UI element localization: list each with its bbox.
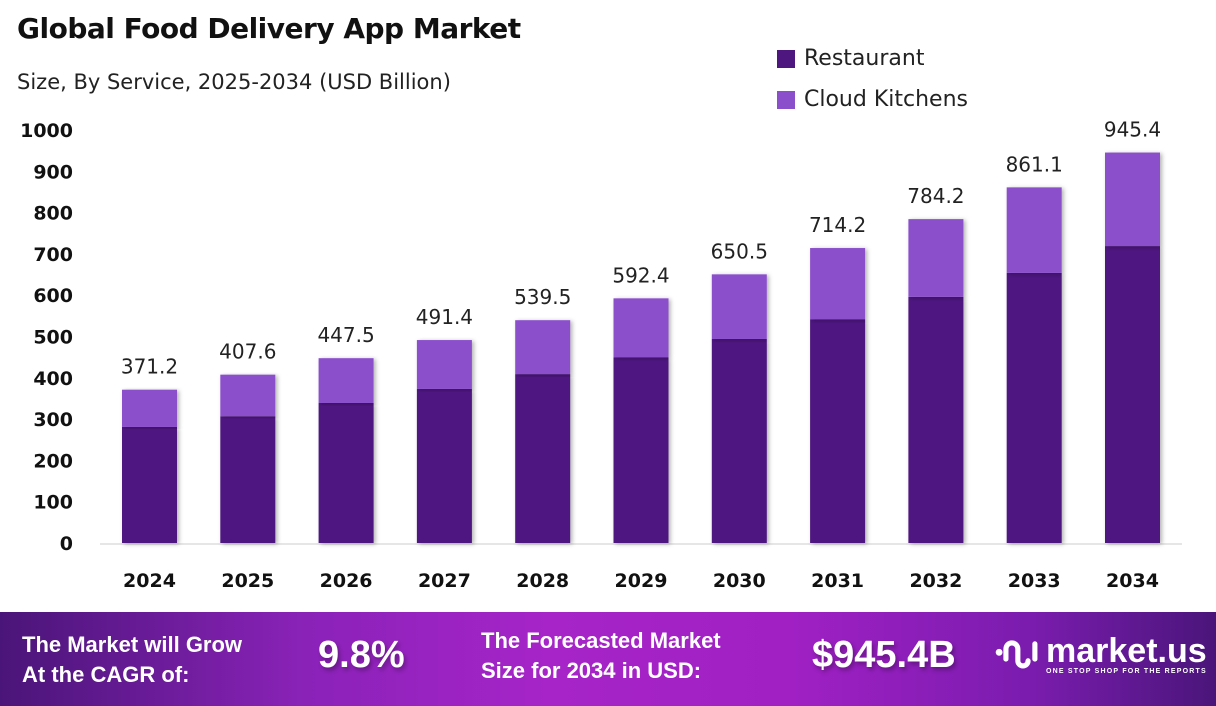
total-label-2026: 447.5 xyxy=(317,323,374,347)
bar-restaurant-2027 xyxy=(416,388,472,543)
footer-banner: The Market will Grow At the CAGR of: 9.8… xyxy=(0,612,1216,706)
bar-cloud-kitchens-2034 xyxy=(1105,152,1160,247)
x-tick-label: 2025 xyxy=(221,570,274,592)
forecast-label-line2: Size for 2034 in USD: xyxy=(481,658,702,683)
x-tick-label: 2024 xyxy=(123,570,176,592)
y-tick-label: 400 xyxy=(33,368,73,390)
legend-swatch xyxy=(777,90,795,109)
bar-restaurant-2034 xyxy=(1105,246,1160,544)
market-us-logo: market.us ONE STOP SHOP FOR THE REPORTS xyxy=(994,632,1207,676)
logo-text: market.us xyxy=(1046,631,1207,670)
logo-tagline: ONE STOP SHOP FOR THE REPORTS xyxy=(1046,667,1207,675)
bar-cloud-kitchens-2027 xyxy=(416,340,472,389)
y-tick-label: 500 xyxy=(33,327,73,349)
cagr-label: The Market will Grow At the CAGR of: xyxy=(22,630,242,690)
x-tick-label: 2033 xyxy=(1008,570,1061,592)
bar-restaurant-2024 xyxy=(122,426,177,543)
bar-restaurant-2026 xyxy=(318,402,374,543)
bar-cloud-kitchens-2031 xyxy=(810,248,866,320)
total-label-2029: 592.4 xyxy=(612,263,669,287)
bar-cloud-kitchens-2028 xyxy=(515,320,571,375)
x-tick-label: 2026 xyxy=(320,570,373,592)
legend-swatch xyxy=(777,49,795,68)
forecast-value: $945.4B xyxy=(812,634,956,676)
x-tick-label: 2029 xyxy=(615,570,668,592)
bar-restaurant-2031 xyxy=(810,319,866,543)
legend-label: Restaurant xyxy=(804,46,925,71)
bar-cloud-kitchens-2025 xyxy=(220,374,276,417)
forecast-label-line1: The Forecasted Market xyxy=(481,628,721,653)
total-label-2027: 491.4 xyxy=(416,305,473,329)
chart-title: Global Food Delivery App Market xyxy=(17,12,521,45)
bar-cloud-kitchens-2026 xyxy=(318,358,374,403)
chart-subtitle: Size, By Service, 2025-2034 (USD Billion… xyxy=(17,70,451,94)
legend-item-cloud-kitchens: Cloud Kitchens xyxy=(777,87,968,112)
legend-label: Cloud Kitchens xyxy=(804,87,968,112)
y-tick-label: 100 xyxy=(33,492,73,514)
total-label-2033: 861.1 xyxy=(1006,152,1063,176)
logo-mark-icon xyxy=(995,640,1038,669)
x-tick-label: 2032 xyxy=(909,570,962,592)
legend-item-restaurant: Restaurant xyxy=(777,46,924,71)
bar-restaurant-2030 xyxy=(711,338,767,543)
bar-restaurant-2025 xyxy=(220,416,276,543)
total-label-2024: 371.2 xyxy=(121,355,178,379)
bar-cloud-kitchens-2033 xyxy=(1006,187,1062,273)
x-tick-label: 2034 xyxy=(1106,570,1159,592)
bar-cloud-kitchens-2024 xyxy=(122,389,177,427)
y-tick-label: 800 xyxy=(33,203,73,225)
total-label-2031: 714.2 xyxy=(809,213,866,237)
bar-cloud-kitchens-2029 xyxy=(613,298,669,358)
cagr-label-line2: At the CAGR of: xyxy=(22,662,190,687)
total-label-2025: 407.6 xyxy=(219,340,276,364)
y-tick-label: 0 xyxy=(60,533,73,555)
y-tick-label: 900 xyxy=(33,161,73,183)
y-tick-label: 600 xyxy=(33,285,73,307)
y-tick-label: 1000 xyxy=(20,120,73,142)
bar-restaurant-2028 xyxy=(515,374,571,543)
total-label-2028: 539.5 xyxy=(514,285,571,309)
total-label-2034: 945.4 xyxy=(1104,118,1161,142)
cagr-label-line1: The Market will Grow xyxy=(22,632,243,657)
y-tick-label: 300 xyxy=(33,409,73,431)
bar-restaurant-2029 xyxy=(613,357,669,543)
bar-chart: 0 100 200 300 400 500 600 700 800 900 1000 371.2 202… xyxy=(20,118,1182,592)
total-label-2032: 784.2 xyxy=(907,184,964,208)
x-tick-label: 2027 xyxy=(418,570,471,592)
cagr-value: 9.8% xyxy=(318,634,405,676)
x-tick-label: 2028 xyxy=(516,570,569,592)
bar-restaurant-2032 xyxy=(908,296,964,543)
y-tick-label: 200 xyxy=(33,450,73,472)
y-tick-label: 700 xyxy=(33,244,73,266)
x-tick-label: 2030 xyxy=(713,570,766,592)
total-label-2030: 650.5 xyxy=(711,239,768,263)
bar-restaurant-2033 xyxy=(1006,272,1062,543)
bar-cloud-kitchens-2032 xyxy=(908,219,964,297)
x-tick-label: 2031 xyxy=(811,570,864,592)
forecast-label: The Forecasted Market Size for 2034 in U… xyxy=(481,626,721,686)
bar-cloud-kitchens-2030 xyxy=(711,274,767,339)
